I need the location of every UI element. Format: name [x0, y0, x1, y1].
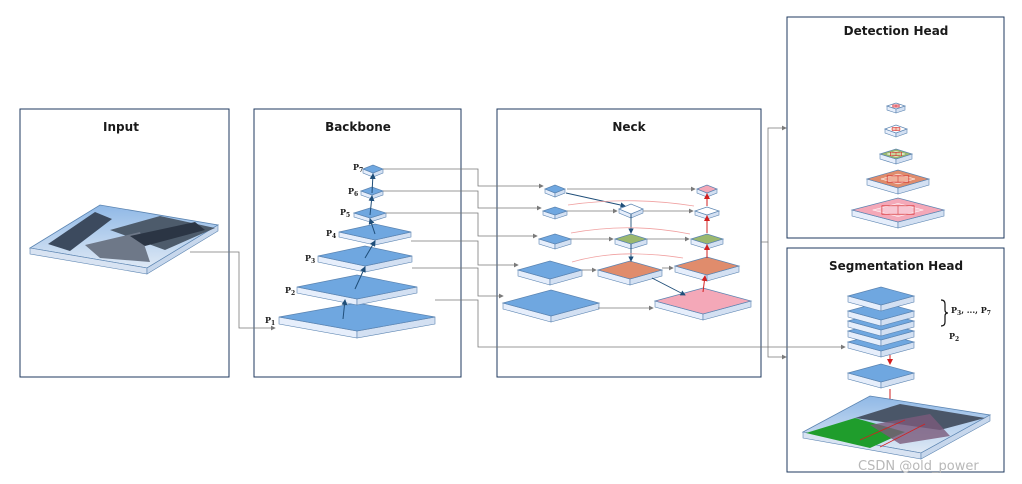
neck-left-3 — [544, 184, 566, 198]
seg-brace-label: P3, ..., P7 — [951, 305, 991, 317]
backbone-up-arrow — [369, 173, 376, 194]
backbone-up-arrow — [341, 299, 348, 320]
backbone-layers — [278, 164, 436, 339]
backbone-p4-to-neck — [411, 240, 519, 268]
neck-title: Neck — [612, 120, 646, 134]
input-to-backbone — [190, 251, 276, 331]
backbone-label-p4: P4 — [326, 228, 336, 240]
neck-mid-1 — [618, 203, 644, 219]
backbone-up-arrow — [368, 218, 376, 235]
backbone-label-p2: P2 — [285, 285, 295, 297]
neck-panel: Neck — [496, 108, 762, 378]
neck-mid-3 — [596, 260, 664, 286]
detection-level-4 — [883, 124, 909, 138]
backbone-up-arrow — [354, 266, 366, 290]
lane-line — [879, 423, 926, 448]
backbone-up-arrow — [368, 195, 375, 216]
detection-head-title: Detection Head — [844, 24, 949, 38]
backbone-label-p5: P5 — [340, 207, 350, 219]
backbone-level-2 — [296, 274, 418, 306]
neck-td-arrow — [651, 277, 686, 296]
segmentation-head-panel: Segmentation Head — [786, 247, 1005, 473]
backbone-p2-to-seg — [435, 299, 846, 350]
neck-left-7 — [501, 289, 601, 323]
segmentation-head-layers — [801, 286, 992, 460]
detection-level-7 — [850, 197, 946, 229]
neck-td-arrow — [565, 192, 626, 208]
backbone-p5-to-neck — [386, 212, 538, 239]
neck-to-detection — [761, 125, 787, 243]
backbone-label-p3: P3 — [305, 253, 315, 265]
input-panel: Input — [19, 108, 230, 378]
backbone-up-arrow — [364, 240, 376, 259]
backbone-label-p7: P7 — [353, 162, 363, 174]
backbone-p7-to-neck — [383, 168, 544, 189]
input-image — [28, 204, 220, 275]
input-title: Input — [103, 120, 139, 134]
backbone-level-4 — [338, 223, 412, 246]
backbone-label-p1: P1 — [265, 315, 275, 327]
neck-mid-2 — [613, 233, 649, 250]
neck-to-segmentation — [767, 242, 787, 360]
detection-level-3 — [885, 102, 907, 114]
backbone-title: Backbone — [325, 120, 391, 134]
connectors — [190, 125, 846, 360]
neck-right-3 — [689, 233, 725, 250]
detection-level-5 — [878, 148, 914, 165]
seg-stack-layer-5 — [846, 286, 916, 312]
seg-fused-layer — [846, 363, 916, 389]
detection-level-6 — [865, 169, 931, 195]
seg-p2-label: P2 — [949, 331, 959, 343]
backbone-level-labels: P1 P2 P3 P4 P5 P6 P7 — [265, 162, 363, 327]
detection-head-panel: Detection Head — [786, 16, 1005, 239]
neck-left-4 — [541, 206, 569, 220]
neck-bu-arrow — [701, 275, 708, 293]
neck-curve — [571, 253, 684, 263]
lane-line — [859, 419, 906, 441]
neck-curve — [567, 200, 695, 207]
neck-right-5 — [653, 287, 753, 321]
detection-head-layers — [850, 102, 946, 229]
segmentation-head-title: Segmentation Head — [829, 259, 963, 273]
neck-right-4 — [673, 256, 741, 282]
backbone-p3-to-neck — [412, 267, 504, 299]
watermark: CSDN @old_power — [858, 459, 979, 474]
seg-brace: P3, ..., P7 P2 — [940, 299, 991, 343]
neck-left-5 — [537, 233, 573, 250]
neck-curve — [570, 227, 691, 235]
backbone-level-1 — [278, 302, 436, 339]
neck-left-6 — [516, 260, 584, 286]
backbone-label-p6: P6 — [348, 186, 358, 198]
segmentation-output-image — [801, 395, 992, 460]
backbone-panel: Backbone — [253, 108, 462, 378]
backbone-p6-to-neck — [383, 190, 542, 211]
neck-layers — [501, 184, 753, 323]
